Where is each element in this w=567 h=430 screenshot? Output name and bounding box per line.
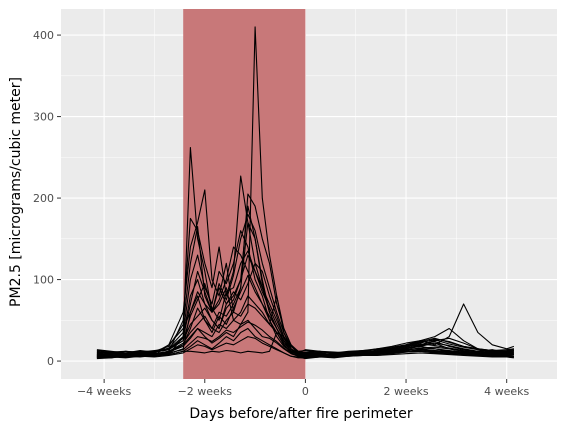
series-line <box>96 319 514 358</box>
y-tick-label: 400 <box>33 29 54 42</box>
x-tick-label: 4 weeks <box>484 385 529 398</box>
y-tick-label: 300 <box>33 111 54 124</box>
x-tick-label: −4 weeks <box>77 385 132 398</box>
series-line <box>96 250 514 354</box>
x-tick-label: −2 weeks <box>178 385 233 398</box>
y-tick-label: 200 <box>33 192 54 205</box>
y-tick-label: 0 <box>47 355 54 368</box>
series-line <box>96 331 514 358</box>
series-line <box>96 213 514 354</box>
x-axis-ticks: −4 weeks −2 weeks 0 2 weeks 4 weeks <box>77 379 530 398</box>
fire-period-shaded-region <box>183 9 306 379</box>
x-axis-title: Days before/after fire perimeter <box>189 406 413 422</box>
series-lines <box>96 26 515 360</box>
x-tick-label: 0 <box>302 385 309 398</box>
y-tick-label: 100 <box>33 274 54 287</box>
series-line <box>96 321 514 357</box>
plot-panel <box>61 9 557 379</box>
y-axis-ticks: 0 100 200 300 400 <box>33 29 61 368</box>
x-tick-label: 2 weeks <box>383 385 428 398</box>
series-line <box>96 205 514 358</box>
series-line <box>96 189 515 357</box>
y-axis-title: PM2.5 [micrograms/cubic meter] <box>8 77 24 307</box>
